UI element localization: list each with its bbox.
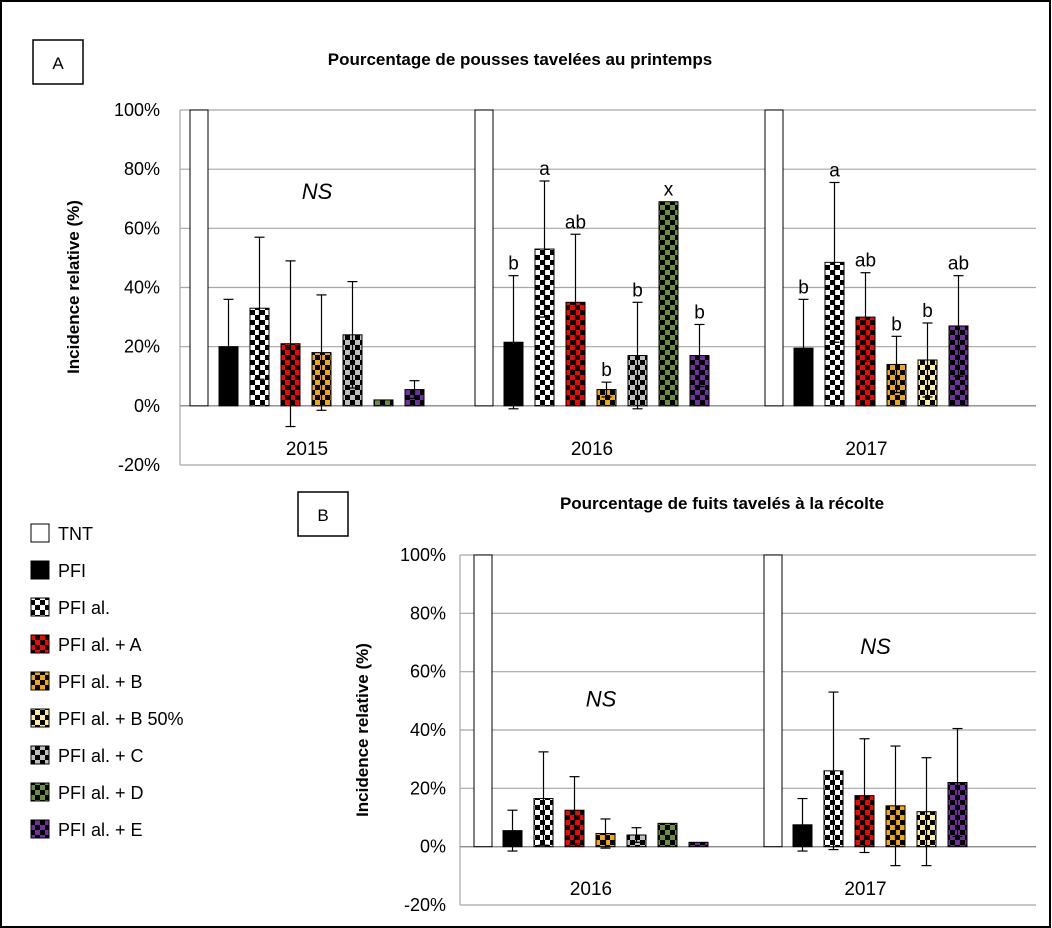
legend-swatch-pfi-al-a <box>30 634 50 654</box>
bar-2015-pfi-al-d <box>373 399 394 407</box>
panel-b-y-ticks: -20% 0% 20% 40% 60% 80% 100% <box>400 545 446 915</box>
significance-label: b <box>632 280 643 301</box>
y-tick-label: -20% <box>404 895 446 915</box>
category-label-2016: 2016 <box>571 439 613 460</box>
panel-b: B Pourcentage de fuits tavelés à la réco… <box>297 491 1036 915</box>
bar-2016-pfi-al-e <box>688 841 709 848</box>
panel-a-y-ticks: -20% 0% 20% 40% 60% 80% 100% <box>114 100 160 475</box>
significance-label: ab <box>565 212 586 233</box>
legend: TNT PFI PFI al. PFI al. + A PFI al. + B PFI a… <box>30 523 184 840</box>
legend-label-pfi: PFI <box>58 561 86 581</box>
y-tick-label: 40% <box>124 278 160 298</box>
panel-a-y-axis-label: Incidence relative (%) <box>64 200 83 374</box>
y-tick-label: 100% <box>400 545 446 565</box>
legend-label-tnt: TNT <box>58 524 93 544</box>
panel-b-label-box <box>297 491 349 537</box>
y-tick-label: -20% <box>118 455 160 475</box>
panel-b-gridlines <box>459 554 1036 906</box>
panel-b-y-axis-label: Incidence relative (%) <box>353 643 372 817</box>
ns-label: NS <box>302 179 333 204</box>
y-tick-label: 60% <box>124 218 160 238</box>
significance-label: b <box>922 301 933 322</box>
y-tick-label: 0% <box>134 396 160 416</box>
panel-a: A Pourcentage de pousses tavelées au pri… <box>32 39 1036 475</box>
bar-2015-tnt <box>189 109 209 407</box>
significance-label: ab <box>855 251 876 272</box>
significance-label: b <box>601 360 612 381</box>
panel-b-label: B <box>317 506 328 525</box>
bar-2016-tnt <box>473 554 493 848</box>
bar-2016-pfi-al-d <box>657 822 678 848</box>
significance-label: x <box>664 180 674 201</box>
bar-2016-tnt <box>474 109 494 407</box>
significance-label: a <box>829 160 840 181</box>
y-tick-label: 20% <box>410 778 446 798</box>
legend-swatch-pfi-al-d <box>30 782 50 802</box>
significance-label: a <box>539 159 550 180</box>
category-label-2015: 2015 <box>286 439 328 460</box>
panel-a-categories: 2015 2016 2017 <box>286 439 888 460</box>
y-tick-label: 80% <box>124 159 160 179</box>
significance-label: b <box>891 314 902 335</box>
y-tick-label: 60% <box>410 662 446 682</box>
category-label-2017: 2017 <box>844 879 886 900</box>
legend-label-pfi-al-a: PFI al. + A <box>58 635 142 655</box>
legend-swatch-pfi-al-b <box>30 671 50 691</box>
panel-b-bars: NS NS <box>473 554 968 867</box>
ns-label: NS <box>586 687 617 712</box>
significance-label: b <box>798 277 809 298</box>
legend-swatch-pfi-al-c <box>30 745 50 765</box>
y-tick-label: 40% <box>410 720 446 740</box>
y-tick-label: 20% <box>124 337 160 357</box>
y-tick-label: 80% <box>410 603 446 623</box>
panel-b-categories: 2016 2017 <box>570 879 887 900</box>
panel-a-label: A <box>52 54 64 73</box>
legend-label-pfi-al-b-50: PFI al. + B 50% <box>58 709 184 729</box>
bar-2017-tnt <box>764 109 784 407</box>
legend-label-pfi-al-c: PFI al. + C <box>58 746 144 766</box>
legend-label-pfi-al: PFI al. <box>58 598 110 618</box>
bar-2017-tnt <box>763 554 783 848</box>
ns-label: NS <box>860 634 891 659</box>
legend-label-pfi-al-e: PFI al. + E <box>58 820 143 840</box>
significance-label: ab <box>948 254 969 275</box>
panel-a-label-box <box>32 39 84 85</box>
legend-label-pfi-al-d: PFI al. + D <box>58 783 144 803</box>
y-tick-label: 100% <box>114 100 160 120</box>
category-label-2017: 2017 <box>845 439 887 460</box>
significance-label: b <box>694 302 705 323</box>
legend-swatch-pfi <box>30 560 50 580</box>
category-label-2016: 2016 <box>570 879 612 900</box>
bar-2016-pfi-al-d <box>658 201 679 407</box>
legend-swatch-tnt <box>30 523 50 543</box>
legend-swatch-pfi-al-e <box>30 819 50 839</box>
significance-label: b <box>508 254 519 275</box>
panel-a-title: Pourcentage de pousses tavelées au print… <box>328 50 713 69</box>
legend-swatch-pfi-al-b-50 <box>30 708 50 728</box>
legend-label-pfi-al-b: PFI al. + B <box>58 672 143 692</box>
y-tick-label: 0% <box>420 837 446 857</box>
legend-swatch-pfi-al <box>30 597 50 617</box>
panel-b-title: Pourcentage de fuits tavelés à la récolt… <box>560 494 884 513</box>
